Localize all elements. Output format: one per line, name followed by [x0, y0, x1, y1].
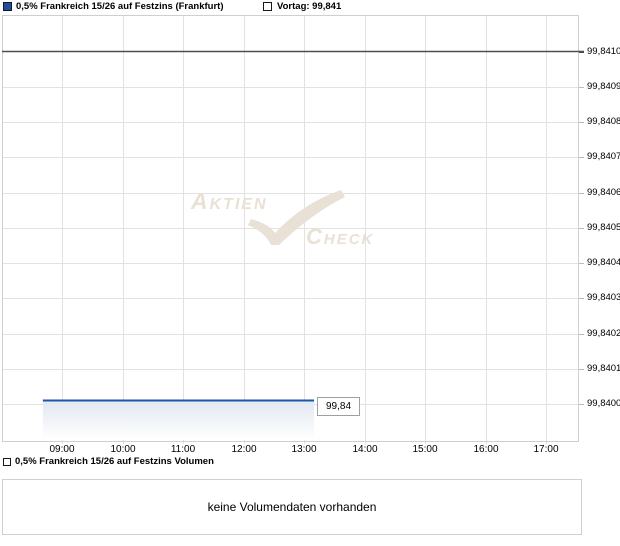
x-axis-tick-label: 16:00	[473, 444, 499, 455]
volume-legend: 0,5% Frankreich 15/26 auf Festzins Volum…	[0, 456, 620, 468]
watermark-check-icon	[248, 190, 345, 245]
volume-legend-label: 0,5% Frankreich 15/26 auf Festzins Volum…	[15, 456, 214, 467]
aktiencheck-watermark: Aktien Check	[185, 188, 400, 252]
x-axis-tick-label: 14:00	[352, 444, 378, 455]
y-axis-tick-label: 99,8407	[587, 151, 620, 162]
x-axis-tick-label: 11:00	[170, 444, 196, 455]
series-swatch-icon	[3, 2, 12, 11]
x-axis-tick-label: 17:00	[533, 444, 559, 455]
volume-empty-box: keine Volumendaten vorhanden	[2, 479, 582, 535]
y-axis-tick-label: 99,8402	[587, 328, 620, 339]
y-axis-tick-label: 99,8400	[587, 398, 620, 409]
chart-legend: 0,5% Frankreich 15/26 auf Festzins (Fran…	[0, 1, 620, 13]
series-area-fill	[42, 400, 315, 440]
x-axis-tick-label: 09:00	[49, 444, 75, 455]
y-axis-tick-label: 99,8405	[587, 222, 620, 233]
vortag-swatch-icon	[263, 2, 272, 11]
y-axis-tick-label: 99,8403	[587, 292, 620, 303]
watermark-text-check: Check	[306, 224, 375, 249]
x-axis-tick-label: 12:00	[231, 444, 257, 455]
chart-border	[2, 15, 579, 442]
x-axis-tick-label: 15:00	[412, 444, 438, 455]
y-axis-tick-label: 99,8406	[587, 187, 620, 198]
x-axis-tick-label: 10:00	[110, 444, 136, 455]
volume-swatch-icon	[3, 458, 11, 466]
series-legend-label: 0,5% Frankreich 15/26 auf Festzins (Fran…	[16, 1, 224, 12]
y-axis-tick-label: 99,8401	[587, 363, 620, 374]
volume-empty-message: keine Volumendaten vorhanden	[207, 500, 377, 514]
y-axis-tick-label: 99,8404	[587, 257, 620, 268]
y-axis-tick-label: 99,8409	[587, 81, 620, 92]
y-axis-tick-label: 99,8410	[587, 46, 620, 57]
x-axis-tick-label: 13:00	[291, 444, 317, 455]
watermark-text-aktien: Aktien	[191, 188, 268, 214]
vortag-legend-label: Vortag: 99,841	[277, 1, 342, 12]
last-price-label: 99,84	[317, 397, 360, 416]
y-axis-tick-label: 99,8408	[587, 116, 620, 127]
